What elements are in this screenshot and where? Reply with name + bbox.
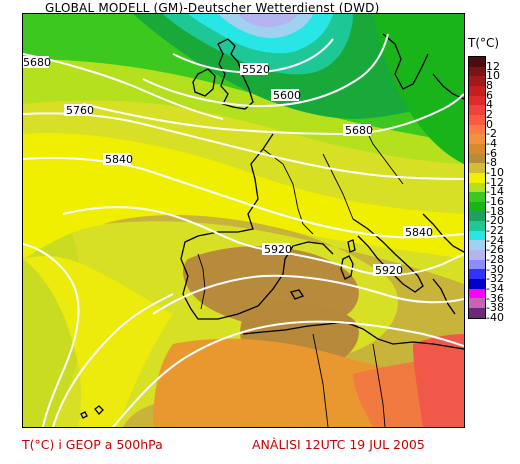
legend-swatch (469, 269, 485, 280)
legend-label: 4 (486, 98, 493, 112)
contour-label: 5600 (273, 89, 301, 102)
legend-swatch (469, 114, 485, 125)
legend-swatch (469, 259, 485, 270)
legend-label: -30 (486, 262, 504, 276)
legend-label: -10 (486, 165, 504, 179)
legend-swatch (469, 153, 485, 164)
legend-label: -22 (486, 223, 504, 237)
legend-swatch (469, 211, 485, 222)
legend-label: -14 (486, 185, 504, 199)
contour-label: 5920 (264, 243, 292, 256)
legend-label: -16 (486, 194, 504, 208)
country-borders (197, 123, 404, 427)
legend-label: -18 (486, 204, 504, 218)
map-canvas: 5520 5600 5680 5680 5760 5840 5840 5920 … (23, 14, 464, 427)
legend-label: -8 (486, 156, 497, 170)
legend-swatch (469, 85, 485, 96)
legend-label: -24 (486, 233, 504, 247)
field-description: T(°C) i GEOP a 500hPa (22, 437, 163, 452)
legend-swatch (469, 143, 485, 154)
legend-swatch (469, 230, 485, 241)
legend-label: -12 (486, 175, 504, 189)
legend-swatch (469, 240, 485, 251)
legend-label: -36 (486, 291, 504, 305)
contour-label: 5920 (375, 264, 403, 277)
legend-label: 6 (486, 88, 493, 102)
analysis-time: ANÀLISI 12UTC 19 JUL 2005 (252, 437, 425, 452)
legend-label: -38 (486, 301, 504, 315)
legend-label: 10 (486, 69, 500, 83)
legend-label: -26 (486, 243, 504, 257)
legend-label: -32 (486, 272, 504, 286)
legend-label: -4 (486, 136, 497, 150)
legend-swatch (469, 201, 485, 212)
weather-map: 5520 5600 5680 5680 5760 5840 5840 5920 … (22, 13, 465, 428)
map-title: GLOBAL MODELL (GM)-Deutscher Wetterdiens… (45, 1, 380, 15)
legend-swatch (469, 250, 485, 260)
legend-swatch (469, 298, 485, 309)
legend-label: -20 (486, 214, 504, 228)
color-legend (468, 56, 486, 319)
legend-title: T(°C) (468, 36, 500, 50)
legend-label: -2 (486, 127, 497, 141)
contour-label: 5760 (66, 104, 94, 117)
legend-label: -28 (486, 252, 504, 266)
legend-swatch (469, 279, 485, 289)
contour-label: 5680 (345, 124, 373, 137)
legend-label: 0 (486, 117, 493, 131)
geopotential-contours (23, 33, 464, 427)
contour-label: 5840 (105, 153, 133, 166)
cool-pocket-northeast (373, 14, 464, 164)
legend-swatch (469, 221, 485, 231)
legend-swatch (469, 105, 485, 115)
legend-label: -34 (486, 281, 504, 295)
legend-swatch (469, 95, 485, 106)
legend-label: 2 (486, 107, 493, 121)
legend-swatch (469, 57, 485, 67)
temperature-band-yellow-south (23, 256, 173, 427)
cold-core-lavender (238, 14, 298, 27)
legend-label: 8 (486, 78, 493, 92)
legend-label: -40 (486, 310, 504, 324)
legend-swatch (469, 163, 485, 173)
legend-swatch (469, 124, 485, 135)
legend-label: 12 (486, 59, 500, 73)
temperature-band-yellow (23, 133, 464, 259)
legend-swatch (469, 134, 485, 144)
contour-label: 5520 (242, 63, 270, 76)
legend-swatch (469, 288, 485, 299)
contour-labels: 5520 5600 5680 5680 5760 5840 5840 5920 … (23, 56, 433, 277)
legend-swatch (469, 182, 485, 193)
legend-swatch (469, 66, 485, 77)
legend-label: -6 (486, 146, 497, 160)
legend-swatch (469, 76, 485, 86)
legend-swatch (469, 192, 485, 202)
contour-label: 5840 (405, 226, 433, 239)
legend-swatch (469, 172, 485, 183)
contour-label: 5680 (23, 56, 51, 69)
legend-swatch (469, 308, 485, 318)
hot-spot (413, 334, 464, 427)
